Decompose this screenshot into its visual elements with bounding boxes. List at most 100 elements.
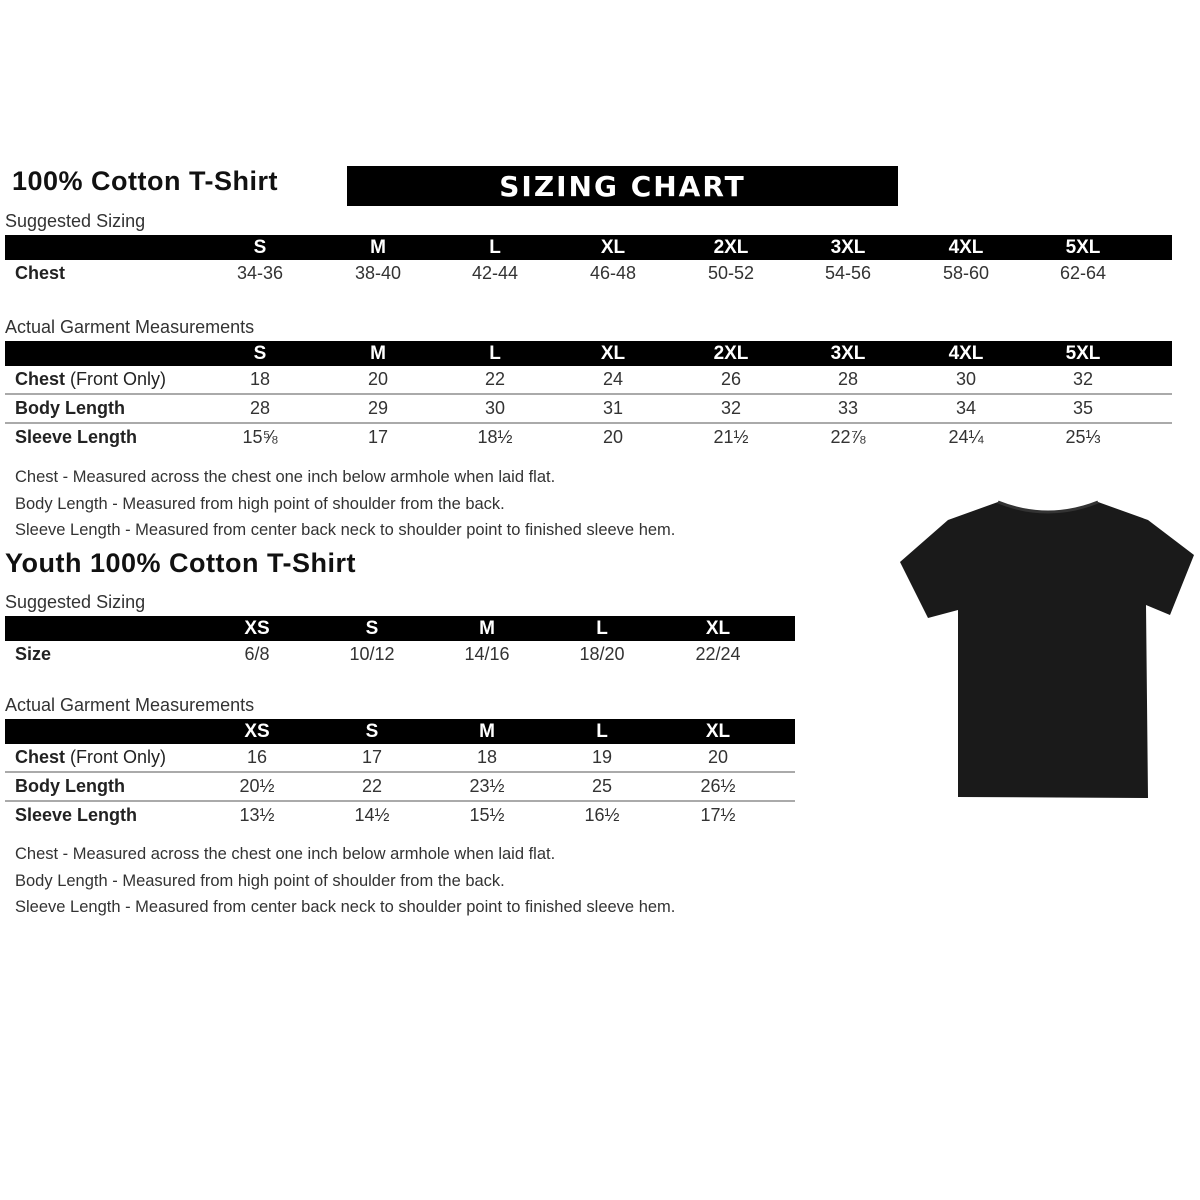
table-cell: 32 — [720, 398, 742, 418]
size-header-cell: 2XL — [713, 237, 749, 258]
table-cell: 20 — [707, 747, 729, 767]
size-header-cell: XL — [600, 237, 626, 258]
size-header-cell: XL — [705, 618, 731, 639]
table-cell: 32 — [1072, 369, 1094, 389]
table-row: Chest 34-36 38-40 42-44 46-48 50-52 54-56 58-60… — [5, 260, 1172, 287]
table-cell: 22⅞ — [830, 427, 866, 447]
table-cell: 30 — [955, 369, 977, 389]
size-header-cell: L — [489, 237, 501, 258]
size-header-cell: 5XL — [1065, 237, 1101, 258]
note-line: Chest - Measured across the chest one in… — [15, 468, 556, 486]
size-header-cell: M — [479, 618, 495, 639]
table-row: Chest (Front Only) 18 20 22 24 26 28 30 32 — [5, 366, 1172, 395]
table-cell: 20½ — [239, 776, 275, 796]
table-cell: 24 — [602, 369, 624, 389]
table-cell: 15½ — [469, 805, 505, 825]
size-header-cell: 4XL — [948, 343, 984, 364]
row-label: Chest — [15, 263, 65, 284]
table-cell: 38-40 — [354, 263, 402, 283]
table-cell: 35 — [1072, 398, 1094, 418]
table-cell: 58-60 — [942, 263, 990, 283]
table-cell: 18½ — [477, 427, 513, 447]
size-header-cell: XL — [600, 343, 626, 364]
size-header-row: XS S M L XL — [5, 616, 795, 641]
row-label-text: Chest — [15, 263, 66, 283]
row-label: Sleeve Length — [15, 805, 137, 826]
adult-actual-label: Actual Garment Measurements — [5, 317, 255, 337]
adult-title: 100% Cotton T-Shirt — [12, 166, 279, 196]
size-header-cell: L — [489, 343, 501, 364]
size-header-row: S M L XL 2XL 3XL 4XL 5XL — [5, 235, 1172, 260]
row-label-text: Body Length — [15, 776, 125, 796]
table-cell: 14½ — [354, 805, 390, 825]
size-header-cell: 3XL — [830, 237, 866, 258]
row-label-text: Body Length — [15, 398, 125, 418]
table-cell: 10/12 — [349, 644, 395, 664]
table-cell: 22 — [361, 776, 383, 796]
row-label: Body Length — [15, 776, 125, 797]
row-label-text: Sleeve Length — [15, 805, 138, 825]
table-cell: 22 — [484, 369, 506, 389]
row-label: Chest (Front Only) — [15, 369, 166, 390]
table-cell: 17 — [361, 747, 383, 767]
table-cell: 23½ — [469, 776, 505, 796]
size-header-cell: M — [370, 237, 386, 258]
table-cell: 42-44 — [471, 263, 519, 283]
table-cell: 30 — [484, 398, 506, 418]
table-cell: 15⅝ — [242, 427, 278, 447]
row-label-note: (Front Only) — [70, 747, 167, 767]
table-cell: 29 — [367, 398, 389, 418]
size-header-cell: S — [365, 721, 379, 742]
row-label: Sleeve Length — [15, 427, 137, 448]
table-cell: 22/24 — [695, 644, 741, 664]
row-label-note: (Front Only) — [70, 369, 167, 389]
table-cell: 20 — [367, 369, 389, 389]
size-header-cell: M — [370, 343, 386, 364]
table-cell: 26½ — [700, 776, 736, 796]
table-cell: 31 — [602, 398, 624, 418]
table-row: Size 6/8 10/12 14/16 18/20 22/24 — [5, 641, 795, 668]
size-header-cell: 3XL — [830, 343, 866, 364]
table-cell: 16½ — [584, 805, 620, 825]
table-cell: 18 — [249, 369, 271, 389]
adult-notes: Chest - Measured across the chest one in… — [15, 464, 675, 544]
table-cell: 34 — [955, 398, 977, 418]
size-header-cell: 4XL — [948, 237, 984, 258]
adult-actual-table: S M L XL 2XL 3XL 4XL 5XL Chest (Front Only) 18 20 2… — [5, 341, 1172, 451]
size-header-cell: S — [365, 618, 379, 639]
table-cell: 54-56 — [824, 263, 872, 283]
youth-notes: Chest - Measured across the chest one in… — [15, 841, 675, 921]
size-header-cell: L — [596, 721, 608, 742]
note-line: Body Length - Measured from high point o… — [15, 494, 505, 513]
adult-suggested-label: Suggested Sizing — [5, 211, 146, 231]
size-header-cell: 5XL — [1065, 343, 1101, 364]
table-row: Body Length 28 29 30 31 32 33 34 35 — [5, 395, 1172, 424]
size-header-cell: L — [596, 618, 608, 639]
table-row: Sleeve Length 13½ 14½ 15½ 16½ 17½ — [5, 802, 795, 829]
table-cell: 20 — [602, 427, 624, 447]
table-cell: 33 — [837, 398, 859, 418]
table-cell: 19 — [591, 747, 613, 767]
sizing-chart-banner: SIZING CHART — [347, 166, 898, 206]
youth-actual-label: Actual Garment Measurements — [5, 695, 255, 715]
table-cell: 18/20 — [579, 644, 625, 664]
size-header-cell: M — [479, 721, 495, 742]
row-label: Body Length — [15, 398, 125, 419]
table-cell: 6/8 — [244, 644, 270, 664]
size-header-row: XS S M L XL — [5, 719, 795, 744]
table-cell: 25⅓ — [1065, 427, 1101, 447]
table-cell: 25 — [591, 776, 613, 796]
row-label-text: Size — [15, 644, 52, 664]
row-label: Chest (Front Only) — [15, 747, 166, 768]
note-line: Chest - Measured across the chest one in… — [15, 845, 556, 863]
size-header-cell: 2XL — [713, 343, 749, 364]
table-cell: 17 — [367, 427, 389, 447]
size-header-cell: S — [253, 237, 267, 258]
row-label-text: Chest — [15, 747, 66, 767]
youth-suggested-label: Suggested Sizing — [5, 592, 146, 612]
table-cell: 16 — [246, 747, 268, 767]
table-cell: 26 — [720, 369, 742, 389]
table-cell: 13½ — [239, 805, 275, 825]
table-cell: 18 — [476, 747, 498, 767]
table-cell: 24¼ — [948, 427, 984, 447]
